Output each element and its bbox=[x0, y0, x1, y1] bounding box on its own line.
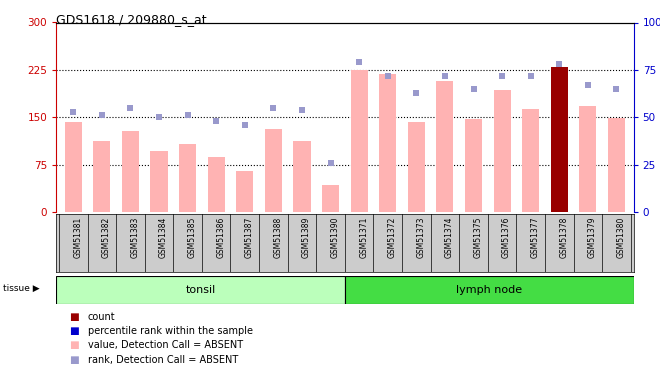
Text: rank, Detection Call = ABSENT: rank, Detection Call = ABSENT bbox=[88, 355, 238, 364]
Text: GSM51375: GSM51375 bbox=[473, 217, 482, 258]
Point bbox=[325, 160, 336, 166]
Text: GSM51381: GSM51381 bbox=[73, 217, 82, 258]
Text: GSM51377: GSM51377 bbox=[531, 217, 540, 258]
Point bbox=[497, 72, 508, 78]
Text: GSM51371: GSM51371 bbox=[359, 217, 368, 258]
Point bbox=[440, 72, 450, 78]
Text: GSM51373: GSM51373 bbox=[416, 217, 425, 258]
Bar bbox=[322, 185, 339, 212]
Bar bbox=[350, 70, 368, 212]
Bar bbox=[465, 119, 482, 212]
Text: GDS1618 / 209880_s_at: GDS1618 / 209880_s_at bbox=[56, 13, 207, 26]
Bar bbox=[150, 151, 168, 212]
Text: tonsil: tonsil bbox=[185, 285, 216, 295]
Text: GSM51372: GSM51372 bbox=[387, 217, 397, 258]
Point bbox=[240, 122, 250, 128]
Point bbox=[268, 105, 279, 111]
Bar bbox=[608, 118, 625, 212]
Point bbox=[583, 82, 593, 88]
Point bbox=[611, 86, 622, 92]
Text: GSM51382: GSM51382 bbox=[102, 217, 111, 258]
Point bbox=[525, 72, 536, 78]
Text: GSM51386: GSM51386 bbox=[216, 217, 225, 258]
Text: GSM51380: GSM51380 bbox=[616, 217, 626, 258]
Point bbox=[211, 118, 222, 124]
Text: value, Detection Call = ABSENT: value, Detection Call = ABSENT bbox=[88, 340, 243, 350]
Bar bbox=[408, 122, 425, 212]
Point bbox=[154, 114, 164, 120]
Bar bbox=[236, 171, 253, 212]
Point bbox=[68, 108, 79, 114]
Point bbox=[125, 105, 136, 111]
Text: percentile rank within the sample: percentile rank within the sample bbox=[88, 326, 253, 336]
Bar bbox=[93, 141, 110, 212]
Text: GSM51384: GSM51384 bbox=[159, 217, 168, 258]
Text: GSM51378: GSM51378 bbox=[559, 217, 568, 258]
Bar bbox=[122, 131, 139, 212]
Bar bbox=[294, 141, 311, 212]
Bar bbox=[522, 109, 539, 212]
Text: GSM51389: GSM51389 bbox=[302, 217, 311, 258]
Bar bbox=[379, 74, 396, 212]
Point bbox=[468, 86, 478, 92]
FancyBboxPatch shape bbox=[345, 276, 634, 304]
Bar bbox=[179, 144, 196, 212]
Point bbox=[182, 112, 193, 118]
Text: GSM51379: GSM51379 bbox=[588, 217, 597, 258]
Bar bbox=[494, 90, 511, 212]
Bar bbox=[65, 122, 82, 212]
Text: GSM51376: GSM51376 bbox=[502, 217, 511, 258]
Point bbox=[411, 90, 422, 96]
Point bbox=[96, 112, 107, 118]
Text: ■: ■ bbox=[69, 340, 79, 350]
Bar bbox=[208, 157, 225, 212]
Text: GSM51388: GSM51388 bbox=[273, 217, 282, 258]
Point bbox=[354, 59, 364, 65]
Text: ■: ■ bbox=[69, 326, 79, 336]
Text: lymph node: lymph node bbox=[456, 285, 522, 295]
Bar bbox=[265, 129, 282, 212]
Text: GSM51385: GSM51385 bbox=[187, 217, 197, 258]
Point bbox=[382, 72, 393, 78]
Bar bbox=[436, 81, 453, 212]
Bar bbox=[579, 106, 597, 212]
Point bbox=[297, 106, 308, 112]
Text: GSM51390: GSM51390 bbox=[331, 217, 339, 258]
Text: tissue ▶: tissue ▶ bbox=[3, 284, 40, 293]
Text: ■: ■ bbox=[69, 312, 79, 322]
Bar bbox=[550, 67, 568, 212]
Text: GSM51383: GSM51383 bbox=[131, 217, 139, 258]
Text: ■: ■ bbox=[69, 355, 79, 364]
Text: GSM51387: GSM51387 bbox=[245, 217, 254, 258]
Point bbox=[554, 61, 564, 67]
Text: GSM51374: GSM51374 bbox=[445, 217, 454, 258]
Text: count: count bbox=[88, 312, 115, 322]
FancyBboxPatch shape bbox=[56, 276, 345, 304]
